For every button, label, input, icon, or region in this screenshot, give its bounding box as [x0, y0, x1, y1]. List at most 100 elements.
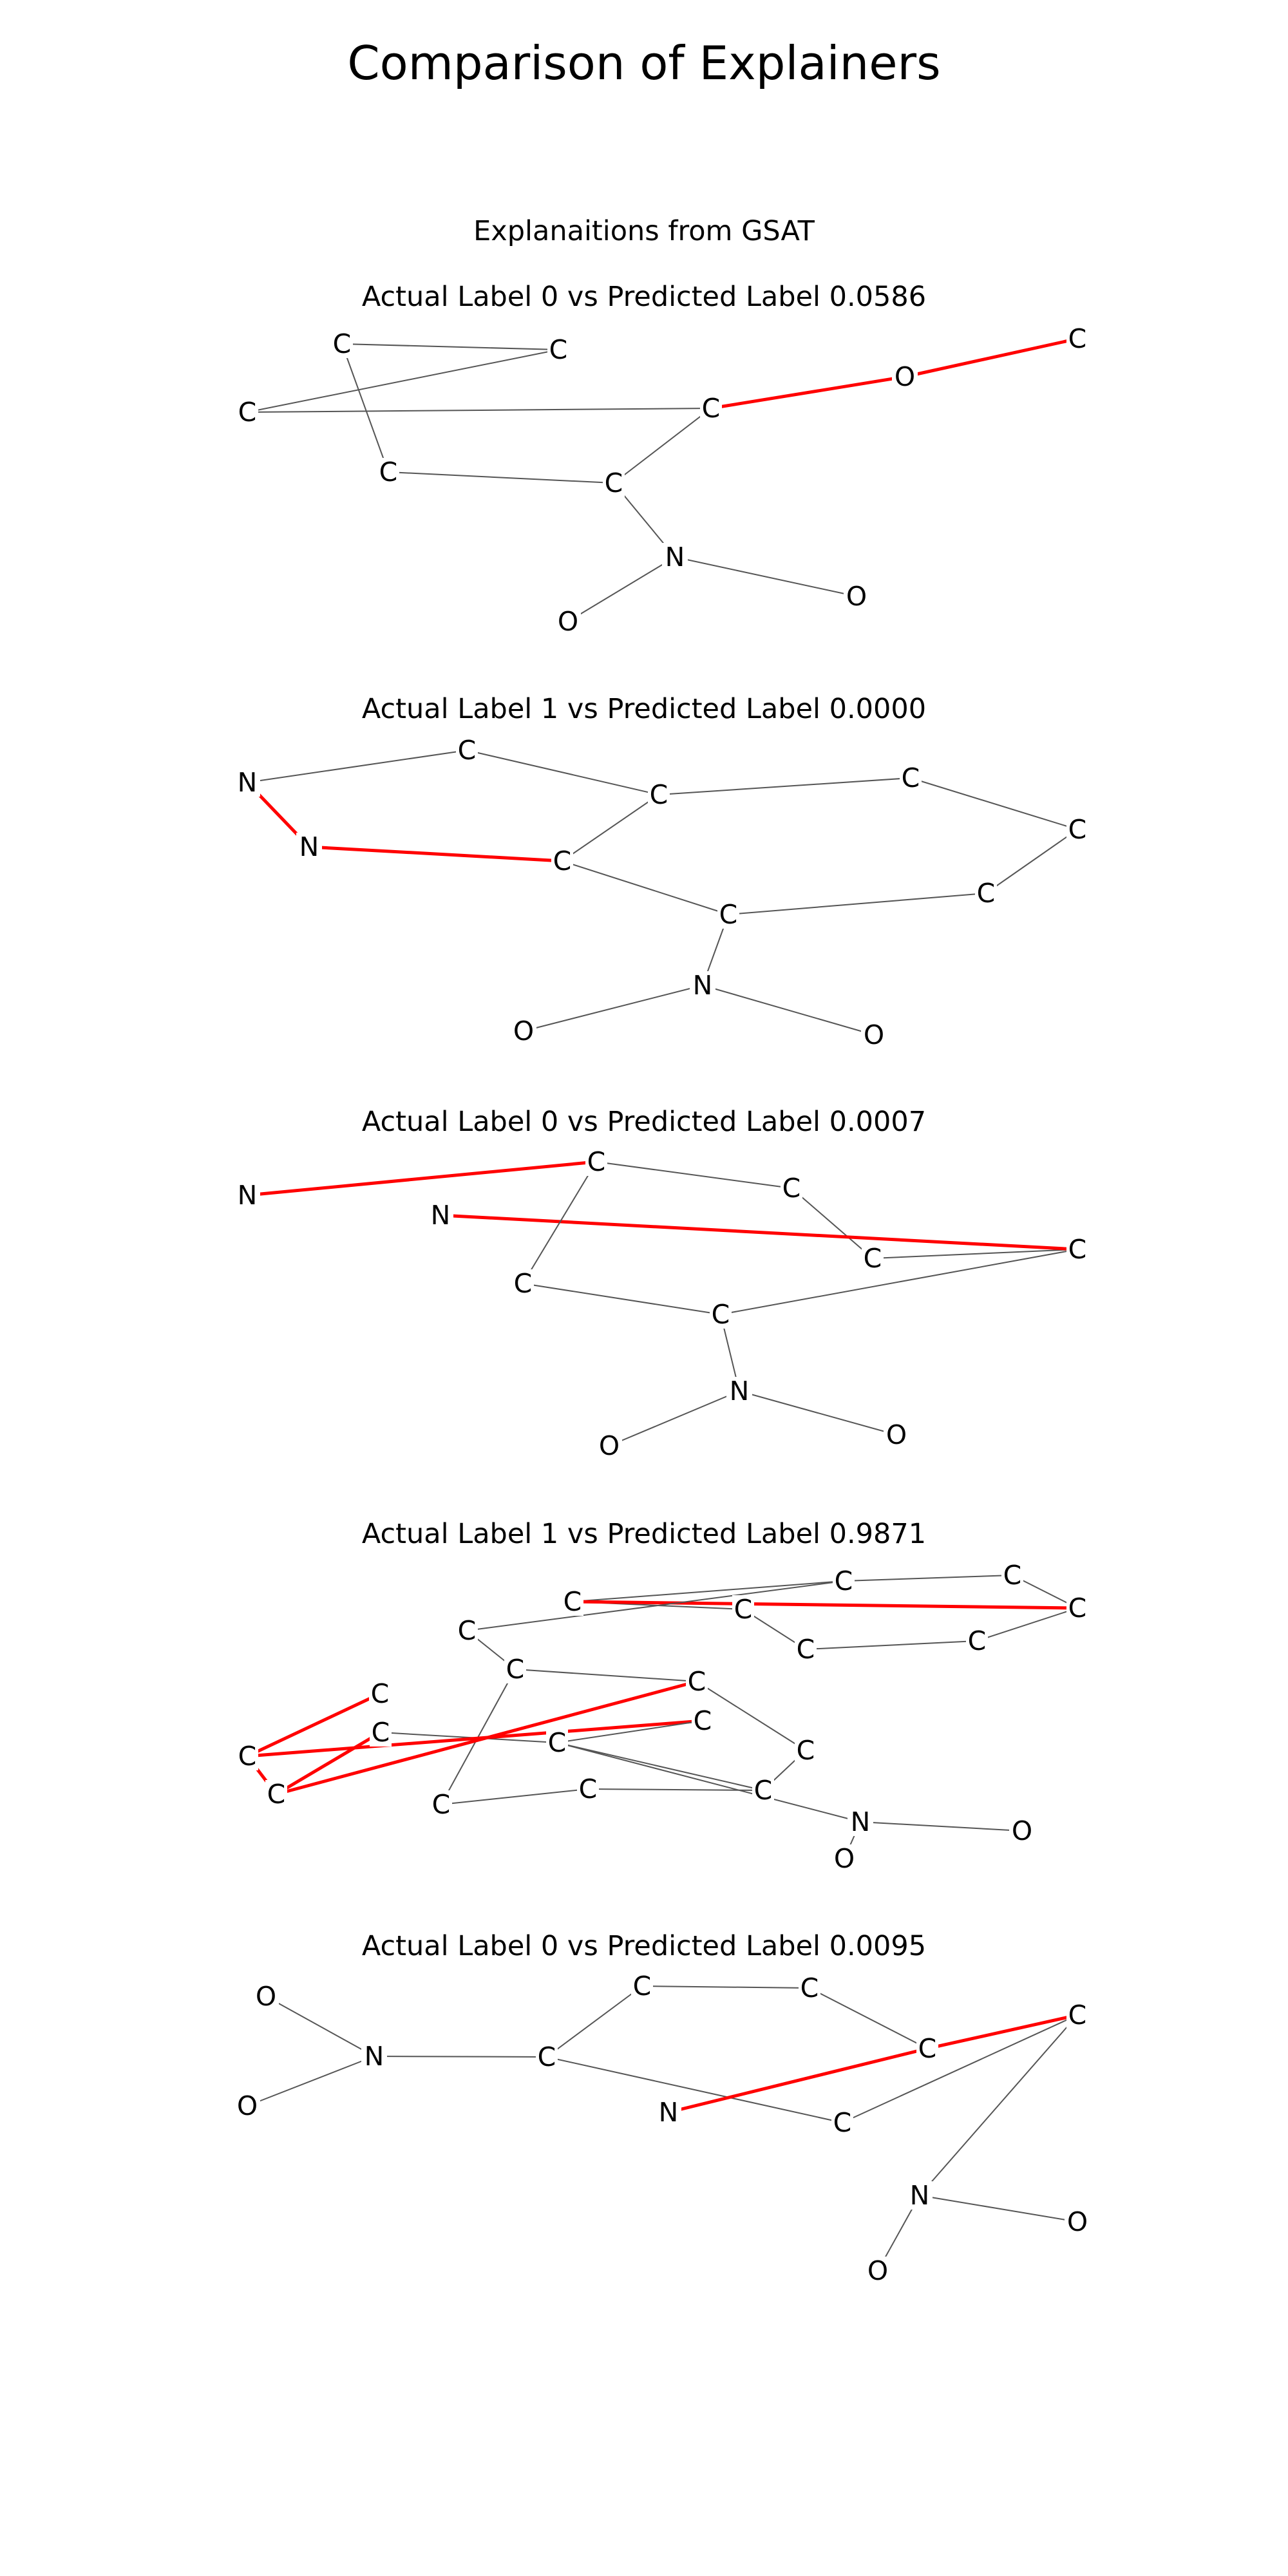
bond-edge: [374, 2056, 547, 2058]
atom-label-background: [234, 2092, 260, 2120]
atom-label-background: [692, 1707, 714, 1735]
atom-label-n: N: [299, 831, 319, 862]
atom-label-c: C: [650, 779, 668, 810]
bond-edge: [440, 1788, 589, 1805]
atom-label-c: C: [754, 1775, 773, 1806]
important-bond-edge: [904, 337, 1078, 379]
bond-edge: [805, 1640, 978, 1650]
atom-label-background: [795, 1736, 817, 1765]
bond-edge: [522, 1283, 721, 1315]
atom-label-background: [648, 781, 670, 809]
bond-edge: [546, 1985, 643, 2058]
atom-label-background: [831, 1844, 857, 1873]
atom-label-background: [799, 1974, 820, 2002]
atom-label-background: [1066, 325, 1088, 353]
atom-label-background: [916, 2034, 938, 2063]
atom-label-c: C: [864, 1243, 882, 1274]
atom-label-background: [370, 1718, 392, 1747]
atom-label-c: C: [694, 1705, 712, 1736]
atom-label-background: [234, 768, 260, 797]
atom-label-background: [562, 1587, 583, 1616]
molecule-graph-3: N C C C C N C C N O O: [234, 1146, 1088, 1461]
atom-label-c: C: [702, 393, 721, 424]
atom-label-background: [547, 336, 569, 364]
atom-label-background: [369, 1680, 391, 1708]
bond-edge: [613, 408, 712, 484]
atom-label-c: C: [797, 1634, 815, 1665]
atom-label-background: [296, 833, 322, 861]
atom-label-c: C: [797, 1735, 815, 1766]
atom-label-c: C: [379, 457, 398, 488]
atom-label-background: [555, 607, 581, 636]
atom-label-c: C: [1068, 814, 1087, 845]
atom-label-c: C: [333, 328, 352, 359]
atom-label-c: C: [782, 1173, 801, 1204]
atom-label-o: O: [1067, 2206, 1088, 2237]
atom-label-c: C: [977, 878, 996, 909]
bond-edge: [587, 1788, 764, 1791]
atom-label-c: C: [514, 1268, 533, 1299]
atom-label-c: C: [1068, 1234, 1087, 1265]
atom-label-background: [234, 1181, 260, 1209]
atom-label-background: [1009, 1817, 1035, 1845]
atom-label-n: N: [238, 1180, 258, 1211]
atom-label-o: O: [237, 2090, 258, 2121]
atom-label-n: N: [851, 1806, 871, 1837]
atom-label-background: [504, 1655, 526, 1683]
atom-label-background: [511, 1017, 536, 1045]
atom-label-n: N: [365, 2041, 384, 2072]
panel-title-3: Actual Label 0 vs Predicted Label 0.0007: [361, 1106, 927, 1138]
bond-edge: [546, 2056, 843, 2123]
atom-label-n: N: [665, 542, 685, 573]
bond-edge: [567, 556, 676, 622]
atom-label-c: C: [538, 2041, 556, 2072]
important-bond-edge: [710, 375, 905, 410]
atom-label-o: O: [1012, 1815, 1032, 1846]
atom-label-c: C: [734, 1594, 753, 1625]
important-bond-edge: [440, 1213, 1078, 1251]
atom-label-background: [1066, 1594, 1088, 1622]
atom-label-background: [975, 879, 997, 907]
important-bond-edge: [572, 1600, 1078, 1610]
atom-label-c: C: [506, 1654, 525, 1685]
atom-label-o: O: [867, 2255, 888, 2286]
atom-label-o: O: [895, 361, 915, 392]
bond-edge: [843, 1575, 1013, 1582]
bond-edge: [919, 2014, 1078, 2196]
atom-label-background: [732, 1595, 754, 1624]
atom-label-background: [700, 394, 722, 422]
atom-label-background: [596, 1432, 622, 1460]
atom-label-background: [884, 1421, 909, 1449]
bond-edge: [522, 1161, 597, 1284]
panel-title-1: Actual Label 0 vs Predicted Label 0.0586: [361, 281, 927, 313]
figure-title: Comparison of Explainers: [347, 36, 941, 90]
atom-label-background: [456, 1616, 478, 1645]
atom-label-background: [585, 1148, 607, 1176]
atom-label-background: [690, 971, 715, 999]
atom-label-background: [861, 1021, 887, 1049]
atom-label-background: [752, 1776, 774, 1804]
atom-label-background: [236, 1742, 258, 1770]
atom-label-background: [892, 363, 918, 391]
bond-edge: [341, 343, 559, 350]
bond-edge: [562, 794, 659, 862]
atom-label-n: N: [238, 767, 258, 798]
bond-edge: [976, 1607, 1078, 1642]
bond-edge: [247, 750, 468, 783]
bond-edge: [910, 777, 1078, 830]
atom-label-c: C: [553, 846, 572, 876]
atom-label-c: C: [712, 1299, 730, 1330]
atom-label-c: C: [1068, 2000, 1087, 2031]
atom-label-background: [1066, 1235, 1088, 1264]
atom-label-background: [966, 1627, 988, 1655]
important-bond-edge: [308, 845, 563, 863]
atom-label-background: [536, 2043, 558, 2071]
atom-label-background: [551, 847, 573, 875]
bond-edge: [860, 1821, 1023, 1832]
bond-edge: [609, 1390, 740, 1446]
panel-title-4: Actual Label 1 vs Predicted Label 0.9871: [361, 1518, 927, 1550]
atom-label-o: O: [256, 1981, 276, 2012]
bond-edge: [696, 1681, 806, 1751]
